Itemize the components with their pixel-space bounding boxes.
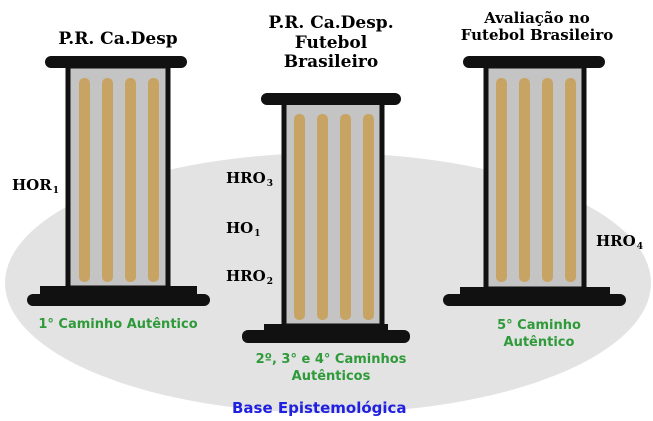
base-epistemologica-label: Base Epistemológica (232, 399, 407, 417)
column-2-caption-line: Autênticos (291, 368, 371, 384)
column-1-title: P.R. Ca.Desp (58, 29, 178, 49)
column-3-stripe (542, 78, 553, 282)
column-2-title-line: Brasileiro (283, 52, 379, 73)
column-2 (242, 93, 410, 343)
column-1-stripe (79, 78, 90, 282)
column-2-base-block (264, 324, 388, 334)
column-3-title: Avaliação no Futebol Brasileiro (448, 9, 626, 45)
column-3-capital (463, 56, 605, 68)
column-3-title-line: Futebol Brasileiro (460, 26, 614, 45)
column-3 (443, 56, 626, 306)
label-hor1: HOR1 (12, 176, 59, 196)
column-2-stripe (363, 114, 374, 320)
column-2-title: P.R. Ca.Desp. Futebol Brasileiro (246, 13, 416, 73)
column-2-stripe (294, 114, 305, 320)
column-3-caption-line: Autêntico (503, 334, 575, 350)
column-1 (27, 56, 210, 306)
column-3-caption: 5° Caminho Autêntico (454, 318, 624, 352)
column-3-base-block (460, 287, 610, 298)
label-hro4: HRO4 (596, 232, 643, 252)
column-2-title-line: P.R. Ca.Desp. (268, 13, 394, 33)
column-3-stripe (496, 78, 507, 282)
column-1-caption: 1° Caminho Autêntico (18, 317, 218, 334)
column-1-stripe (148, 78, 159, 282)
column-1-capital (45, 56, 187, 68)
column-1-stripe (125, 78, 136, 282)
column-3-stripe (519, 78, 530, 282)
column-2-title-line: Futebol (294, 32, 368, 53)
column-2-caption-line: 2º, 3° e 4° Caminhos (255, 352, 407, 367)
label-hro2: HRO2 (226, 267, 273, 287)
label-hro3: HRO3 (226, 169, 273, 189)
column-2-stripe (317, 114, 328, 320)
column-3-stripe (565, 78, 576, 282)
column-1-caption-line: 1° Caminho Autêntico (38, 317, 198, 332)
column-2-capital (261, 93, 401, 105)
column-2-caption: 2º, 3° e 4° Caminhos Autênticos (236, 352, 426, 386)
column-2-stripe (340, 114, 351, 320)
column-1-stripe (102, 78, 113, 282)
column-3-caption-line: 5° Caminho (497, 318, 581, 333)
label-ho1: HO1 (226, 219, 261, 239)
column-3-title-line: Avaliação no (484, 9, 590, 27)
